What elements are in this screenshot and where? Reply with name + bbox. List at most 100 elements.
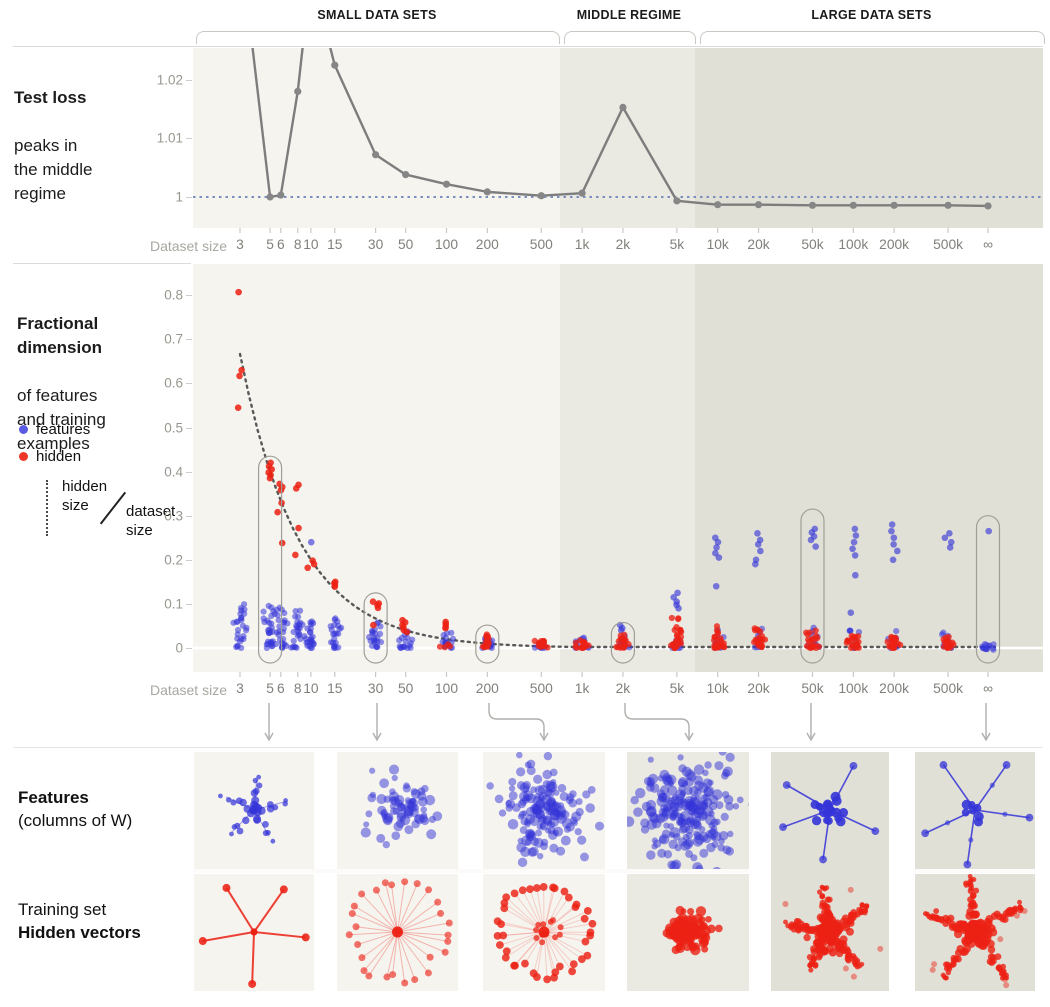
legend-hidden-dot (19, 452, 28, 461)
x-tick-label: 200 (475, 681, 499, 696)
panel-hidden-bg-∞ (915, 874, 1035, 991)
x-tick-label: 2k (615, 681, 631, 696)
loss-x-axis-name: Dataset size (149, 238, 227, 254)
legend-ratio-denominator: dataset size (126, 503, 176, 539)
x-tick-label: 30 (367, 237, 384, 252)
x-tick-label: 1k (574, 237, 590, 252)
panel-features-bg-2k (627, 752, 749, 869)
panel-features-bg-200 (483, 752, 605, 869)
x-tick-label: 500k (933, 237, 964, 252)
panel-features-bg-∞ (915, 752, 1035, 869)
x-tick-label: 20k (747, 681, 770, 696)
loss-title-rest: peaks in the middle regime (14, 136, 93, 203)
loss-region-small-bg (193, 48, 560, 228)
x-tick-label: 50k (801, 681, 824, 696)
loss-y-tick-label: 1.01 (156, 130, 183, 146)
legend-features-dot (19, 425, 28, 434)
x-tick-label: 100k (838, 681, 869, 696)
hidden-row-label: Training set Hidden vectors (18, 898, 141, 944)
fraction-y-tick-label: 0.4 (164, 464, 183, 480)
region-bracket-small (196, 31, 560, 44)
x-tick-label: ∞ (983, 237, 993, 252)
x-tick-label: 50 (397, 681, 414, 696)
x-tick-label: 200 (475, 237, 499, 252)
fraction-y-tick (186, 471, 192, 473)
legend-hidden-label: hidden (36, 448, 82, 465)
fraction-y-tick (186, 559, 192, 561)
region-bracket-large (700, 31, 1045, 44)
x-tick-label: 8 (293, 237, 302, 252)
x-tick-label: 1k (574, 681, 590, 696)
x-tick-label: 10 (303, 237, 319, 252)
x-tick-label: 3 (236, 237, 244, 252)
x-tick-label: 200k (879, 681, 910, 696)
features-row-label-bold: Features (18, 788, 89, 807)
fraction-y-tick (186, 427, 192, 429)
fraction-y-tick-label: 0.1 (164, 596, 183, 612)
loss-title: Test loss peaks in the middle regime (14, 62, 164, 206)
x-tick-label: 500 (529, 681, 553, 696)
x-tick-label: 200k (879, 237, 910, 252)
hidden-row-label-regular: Training set (18, 900, 107, 919)
fraction-y-tick-label: 0.8 (164, 287, 183, 303)
legend-ratio-numerator: hidden size (62, 478, 108, 514)
x-tick-label: 10k (706, 237, 729, 252)
panel-hidden-bg-2k (627, 874, 749, 991)
loss-region-large-bg (695, 48, 1043, 228)
x-tick-label: 6 (276, 237, 285, 252)
panel-hidden-bg-200 (483, 874, 605, 991)
panel-bg-50k (771, 752, 889, 991)
x-tick-label: 50k (801, 237, 824, 252)
x-tick-label: 2k (615, 237, 631, 252)
x-tick-label: 100k (838, 237, 869, 252)
x-tick-label: 500 (529, 237, 553, 252)
loss-y-tick-label: 1 (175, 189, 183, 205)
x-tick-label: 100 (434, 681, 459, 696)
region-label-middle: MIDDLE REGIME (576, 8, 682, 22)
fraction-y-tick (186, 603, 192, 605)
fraction-y-tick (186, 648, 192, 649)
x-tick-label: 5 (266, 681, 274, 696)
fraction-title-rest: of features and training examples (17, 386, 106, 453)
fraction-y-tick (186, 295, 192, 297)
panel-arrows (264, 703, 991, 742)
fraction-y-tick-label: 0.7 (164, 331, 183, 347)
fraction-y-tick (186, 515, 192, 517)
loss-y-tick (186, 138, 192, 139)
fraction-region-large-bg (695, 264, 1043, 672)
x-tick-label: 100 (434, 237, 459, 252)
region-label-large: LARGE DATA SETS (811, 8, 932, 22)
x-tick-label: 8 (293, 681, 302, 696)
fraction-region-middle-bg (560, 264, 695, 672)
fraction-title: Fractional dimension of features and tra… (17, 288, 182, 456)
x-tick-label: 10 (303, 681, 319, 696)
fraction-y-tick (186, 383, 192, 385)
fraction-y-tick-label: 0 (175, 640, 183, 656)
x-tick-label: 5k (669, 681, 685, 696)
loss-title-bold: Test loss (14, 88, 87, 107)
fraction-title-bold: Fractional dimension (17, 314, 103, 357)
loss-y-tick-label: 1.02 (156, 72, 183, 88)
x-tick-label: 6 (276, 681, 285, 696)
x-tick-label: 500k (933, 681, 964, 696)
x-tick-label: 3 (236, 681, 244, 696)
panel-hidden-bg-5 (194, 874, 314, 991)
panel-features-bg-30 (337, 752, 458, 869)
x-tick-label: 5k (669, 237, 685, 252)
x-tick-label: 10k (706, 681, 729, 696)
fraction-region-small-bg (193, 264, 560, 672)
panel-row-divider-right (915, 869, 1035, 873)
x-tick-label: 30 (367, 681, 384, 696)
x-tick-label: 15 (327, 237, 343, 252)
panel-hidden-bg-30 (337, 874, 458, 991)
loss-region-middle-bg (560, 48, 695, 228)
x-tick-label: 15 (327, 681, 343, 696)
x-tick-label: ∞ (983, 681, 993, 696)
fraction-y-tick-label: 0.3 (164, 508, 183, 524)
fraction-y-tick-label: 0.6 (164, 375, 183, 391)
separator-bottom (13, 747, 1043, 748)
fraction-y-tick (186, 339, 192, 341)
x-tick-label: 20k (747, 237, 770, 252)
fraction-y-tick-label: 0.5 (164, 420, 183, 435)
